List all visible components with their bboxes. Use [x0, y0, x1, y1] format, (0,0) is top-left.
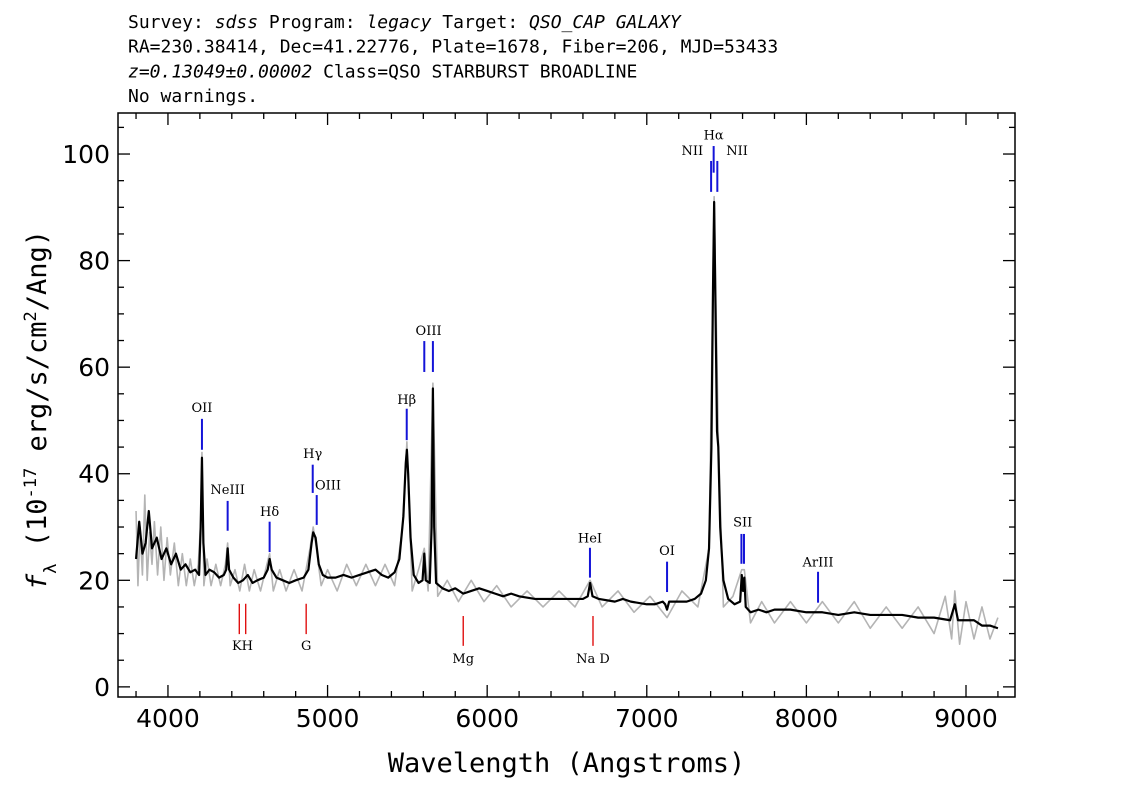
header-text: RA=230.38414, Dec=41.22776, Plate=1678, … — [128, 37, 778, 58]
line-label: KH — [232, 639, 253, 654]
header-text: Class=QSO STARBURST BROADLINE — [312, 61, 637, 82]
y-axis-title-part: (10 — [22, 499, 53, 564]
line-label: Hδ — [260, 505, 279, 520]
x-tick-label: 8000 — [775, 704, 839, 733]
header-text: Target: — [431, 12, 529, 33]
x-tick-label: 4000 — [136, 704, 200, 733]
x-tick-label: 6000 — [455, 704, 519, 733]
plot-frame — [117, 112, 1016, 698]
y-tick-label: 80 — [78, 247, 110, 276]
line-label: OI — [659, 544, 675, 559]
header-line: z=0.13049±0.00002 Class=QSO STARBURST BR… — [128, 61, 637, 82]
line-label: Hγ — [303, 447, 322, 462]
x-tick-label: 5000 — [296, 704, 360, 733]
y-tick-label: 100 — [62, 140, 110, 169]
line-label: HeI — [578, 532, 602, 547]
line-label: NII — [726, 144, 748, 159]
line-label: NeIII — [210, 483, 244, 498]
line-label: OIII — [315, 478, 341, 493]
line-label: SII — [733, 516, 752, 531]
y-axis-title-part: erg/s/cm — [22, 321, 53, 467]
line-label: ArIII — [802, 556, 834, 571]
outside-mask — [0, 113, 1134, 697]
y-axis-title-part: 2 — [21, 311, 41, 321]
header-text: Survey: — [128, 12, 215, 33]
y-axis-title-part: f — [22, 573, 53, 590]
y-axis-title-part: λ — [41, 564, 61, 574]
y-axis-title-part: -17 — [21, 468, 41, 499]
line-label: G — [301, 639, 311, 654]
x-axis-title: Wavelength (Angstroms) — [388, 748, 746, 779]
line-label: Na D — [576, 652, 610, 667]
y-axis-title: fλ (10-17 erg/s/cm2/Ang) — [21, 230, 61, 590]
line-label: Mg — [452, 652, 474, 667]
header-text: Program: — [258, 12, 366, 33]
header-text: z=0.13049±0.00002 — [128, 61, 312, 82]
y-tick-label: 20 — [78, 566, 110, 595]
header-text: sdss — [215, 12, 258, 33]
line-label: Hβ — [397, 393, 416, 408]
header-text: QSO_CAP GALAXY — [529, 12, 682, 33]
header-text: No warnings. — [128, 86, 258, 107]
y-tick-label: 0 — [94, 673, 110, 702]
y-tick-label: 60 — [78, 353, 110, 382]
line-label: NII — [681, 144, 703, 159]
x-tick-label: 9000 — [934, 704, 998, 733]
spectrum-line — [134, 200, 999, 630]
line-label: OII — [191, 401, 212, 416]
x-tick-label: 7000 — [615, 704, 679, 733]
line-label: OIII — [416, 324, 442, 339]
header-line: Survey: sdss Program: legacy Target: QSO… — [128, 12, 682, 33]
header-line: RA=230.38414, Dec=41.22776, Plate=1678, … — [128, 37, 778, 58]
y-tick-label: 40 — [78, 460, 110, 489]
header-line: No warnings. — [128, 86, 258, 107]
header-text: legacy — [366, 12, 431, 33]
y-axis-title-part: /Ang) — [22, 230, 53, 311]
line-label: Hα — [704, 128, 724, 143]
